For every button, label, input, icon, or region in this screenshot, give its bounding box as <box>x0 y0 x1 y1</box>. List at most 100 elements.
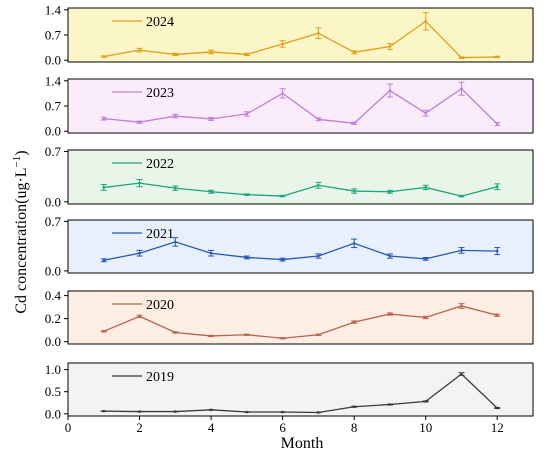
panel-background <box>67 362 534 417</box>
x-tick-label: 4 <box>208 420 215 435</box>
data-point <box>424 111 427 115</box>
series-line-2021 <box>103 241 498 261</box>
data-point <box>460 249 463 252</box>
panel-2022: 0.0 0.7 2022 <box>45 144 534 209</box>
data-point <box>174 114 177 118</box>
data-point <box>388 45 392 48</box>
y-axis-label: Cd concentration(ug·L−1) <box>11 150 30 313</box>
data-point <box>209 50 213 54</box>
data-point <box>102 117 106 120</box>
data-point <box>245 193 249 196</box>
data-point <box>245 410 249 414</box>
legend-label-2019: 2019 <box>146 370 174 385</box>
data-point <box>174 331 177 334</box>
data-point <box>102 55 106 58</box>
y-tick-label: 0.0 <box>45 334 61 349</box>
data-point <box>209 334 213 338</box>
data-point <box>174 240 177 244</box>
panel-2024: 0.0 0.7 1.4 2024 <box>45 2 534 68</box>
data-point <box>388 403 392 406</box>
data-point <box>245 256 249 259</box>
data-point <box>281 194 284 198</box>
data-point <box>281 42 284 46</box>
legend-label-2020: 2020 <box>146 298 174 313</box>
series-line-2024 <box>103 20 498 59</box>
y-tick-label: 0.2 <box>45 311 61 326</box>
data-point <box>495 185 499 189</box>
panel-2023: 0.0 0.7 1.4 2023 <box>45 73 534 139</box>
x-axis: 0 2 4 6 8 10 12 <box>65 416 504 435</box>
y-tick-label: 0.0 <box>45 263 61 278</box>
data-point <box>102 186 106 189</box>
y-tick-label: 0.0 <box>45 194 61 209</box>
data-point <box>281 336 284 340</box>
data-point <box>317 254 320 258</box>
data-point <box>495 249 499 253</box>
series-line-2019 <box>103 373 498 414</box>
y-axis-label-superscript: −1 <box>11 156 23 168</box>
data-point <box>245 112 249 116</box>
data-point <box>138 251 141 255</box>
y-tick-label: 0.7 <box>45 144 62 159</box>
panel-2019: 0.0 0.5 1.0 2019 <box>45 362 534 421</box>
data-point <box>138 410 141 413</box>
data-point <box>281 258 284 261</box>
data-point <box>352 50 356 54</box>
data-point <box>460 56 463 59</box>
data-point <box>424 257 427 261</box>
y-tick-label: 1.4 <box>45 73 62 88</box>
data-point <box>174 186 177 190</box>
data-point <box>495 55 499 59</box>
data-point <box>460 304 463 308</box>
legend-label-2024: 2024 <box>146 15 174 30</box>
y-tick-label: 0.0 <box>45 53 61 68</box>
data-point <box>352 242 356 245</box>
panel-2021: 0.0 0.7 2021 <box>45 214 534 278</box>
y-tick-label: 0.4 <box>45 288 62 303</box>
legend-label-2023: 2023 <box>146 86 174 101</box>
series-line-2020 <box>103 305 498 339</box>
data-point <box>281 92 284 95</box>
data-point <box>388 312 392 316</box>
data-point <box>388 254 392 258</box>
data-point <box>174 53 177 56</box>
data-point <box>424 316 427 319</box>
y-tick-label: 1.4 <box>45 2 62 17</box>
data-point <box>174 410 177 413</box>
x-tick-label: 0 <box>65 420 72 435</box>
data-point <box>317 411 320 414</box>
data-point <box>138 181 141 185</box>
y-tick-label: 0.0 <box>45 406 61 421</box>
legend-label-2021: 2021 <box>146 227 174 242</box>
data-point <box>388 190 392 194</box>
data-point <box>352 320 356 324</box>
panel-background <box>67 219 534 274</box>
data-point <box>209 408 213 412</box>
panel-background <box>67 290 534 345</box>
data-point <box>424 186 427 189</box>
data-point <box>138 120 141 124</box>
y-tick-label: 0.7 <box>45 99 62 114</box>
y-tick-label: 1.0 <box>45 362 61 377</box>
data-point <box>102 409 106 413</box>
data-point <box>209 190 213 194</box>
data-point <box>281 410 284 414</box>
data-point <box>352 189 356 193</box>
x-tick-label: 6 <box>279 420 286 435</box>
data-point <box>352 405 356 409</box>
legend-label-2022: 2022 <box>146 157 174 172</box>
y-axis-label-main: Cd concentration(ug·L <box>13 167 30 313</box>
data-point <box>352 121 356 125</box>
data-point <box>424 400 427 403</box>
panel-2020: 0.0 0.2 0.4 2020 <box>45 288 534 349</box>
series-line-2022 <box>103 182 498 197</box>
data-point <box>102 330 106 333</box>
data-point <box>209 117 213 121</box>
data-point <box>317 31 320 35</box>
data-point <box>102 258 106 262</box>
chart-panels: 0.00.71.420240.00.71.420230.00.720220.00… <box>45 2 534 421</box>
y-tick-label: 0.5 <box>45 384 61 399</box>
data-point <box>245 333 249 337</box>
data-point <box>245 53 249 56</box>
